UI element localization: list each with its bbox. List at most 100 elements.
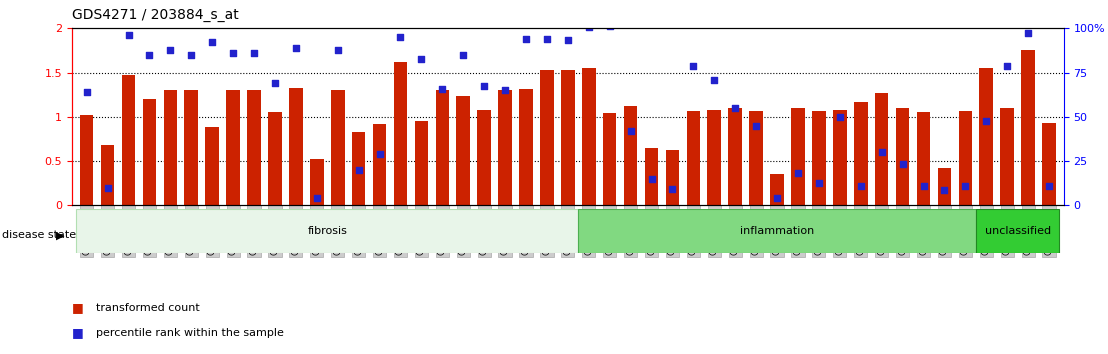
Point xyxy=(1040,183,1058,189)
Point xyxy=(120,33,137,38)
Point xyxy=(475,83,493,89)
Bar xyxy=(226,90,240,205)
Bar xyxy=(728,108,742,205)
Point xyxy=(601,23,618,29)
Point xyxy=(727,105,745,111)
Point xyxy=(162,48,179,53)
Text: GDS4271 / 203884_s_at: GDS4271 / 203884_s_at xyxy=(72,8,238,22)
Point xyxy=(560,37,577,43)
Point xyxy=(308,195,326,201)
Bar xyxy=(268,113,281,205)
Point xyxy=(433,86,451,91)
Point xyxy=(183,52,201,58)
Bar xyxy=(393,62,408,205)
Point xyxy=(789,170,807,175)
Bar xyxy=(1043,123,1056,205)
Bar xyxy=(101,145,114,205)
Point xyxy=(579,24,597,29)
Point xyxy=(706,77,724,82)
Bar xyxy=(499,90,512,205)
Point xyxy=(831,114,849,120)
Bar xyxy=(976,209,1059,253)
Point xyxy=(643,176,660,182)
Bar xyxy=(372,124,387,205)
Point xyxy=(894,161,912,167)
Bar xyxy=(624,106,637,205)
Point xyxy=(873,149,891,155)
Bar xyxy=(958,110,972,205)
Bar xyxy=(582,68,596,205)
Bar xyxy=(205,127,219,205)
Point xyxy=(1019,30,1037,36)
Point xyxy=(977,118,995,124)
Point xyxy=(622,128,639,134)
Bar xyxy=(916,113,931,205)
Text: ■: ■ xyxy=(72,326,84,339)
Bar xyxy=(456,96,470,205)
Bar xyxy=(414,121,428,205)
Text: unclassified: unclassified xyxy=(985,226,1050,236)
Bar xyxy=(854,102,868,205)
Point xyxy=(810,180,828,186)
Bar xyxy=(875,93,889,205)
Point xyxy=(496,87,514,93)
Bar xyxy=(937,168,952,205)
Point xyxy=(204,40,222,45)
Bar xyxy=(770,175,783,205)
Bar xyxy=(122,75,135,205)
Bar xyxy=(331,90,345,205)
Point xyxy=(538,36,556,42)
Point xyxy=(78,89,95,95)
Bar xyxy=(979,68,993,205)
Point xyxy=(350,167,368,173)
Bar xyxy=(289,88,302,205)
Bar xyxy=(80,115,93,205)
Bar xyxy=(143,99,156,205)
Point xyxy=(266,80,284,86)
Point xyxy=(141,52,158,58)
Bar xyxy=(352,132,366,205)
Point xyxy=(998,64,1016,69)
Bar xyxy=(812,110,825,205)
Point xyxy=(956,183,974,189)
Point xyxy=(852,183,870,189)
Bar xyxy=(791,108,804,205)
Point xyxy=(412,57,430,62)
Text: fibrosis: fibrosis xyxy=(307,226,347,236)
Point xyxy=(224,50,242,56)
Bar xyxy=(687,110,700,205)
Point xyxy=(914,183,932,189)
Point xyxy=(329,48,347,53)
Text: transformed count: transformed count xyxy=(96,303,201,313)
Bar xyxy=(540,70,554,205)
Bar xyxy=(76,209,578,253)
Bar xyxy=(435,90,449,205)
Bar xyxy=(478,110,491,205)
Text: disease state: disease state xyxy=(2,230,76,240)
Text: percentile rank within the sample: percentile rank within the sample xyxy=(96,328,285,338)
Bar xyxy=(603,113,616,205)
Point xyxy=(287,45,305,51)
Point xyxy=(391,34,409,40)
Bar xyxy=(666,150,679,205)
Point xyxy=(371,151,389,157)
Bar xyxy=(310,159,324,205)
Point xyxy=(747,123,765,129)
Point xyxy=(685,64,702,69)
Bar xyxy=(833,110,847,205)
Bar xyxy=(749,110,763,205)
Text: inflammation: inflammation xyxy=(740,226,814,236)
Bar xyxy=(895,108,910,205)
Bar xyxy=(578,209,976,253)
Point xyxy=(245,50,263,56)
Bar xyxy=(1001,108,1014,205)
Bar xyxy=(247,90,260,205)
Point xyxy=(517,36,535,42)
Text: ■: ■ xyxy=(72,302,84,314)
Bar xyxy=(645,148,658,205)
Text: ▶: ▶ xyxy=(55,230,64,240)
Bar xyxy=(520,88,533,205)
Bar xyxy=(1022,51,1035,205)
Point xyxy=(768,195,786,201)
Bar xyxy=(184,90,198,205)
